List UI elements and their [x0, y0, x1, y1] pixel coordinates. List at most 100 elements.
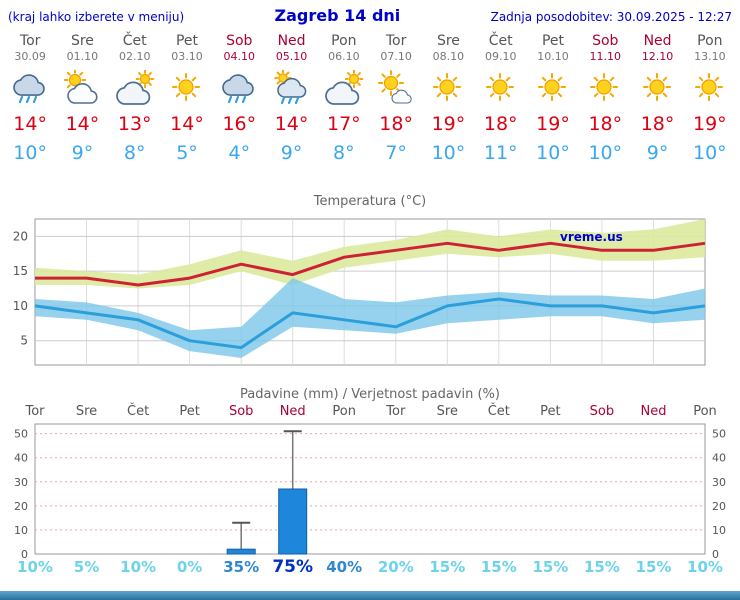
- precip-bar: [226, 548, 256, 555]
- sunny-icon: [694, 73, 723, 101]
- header: (kraj lahko izberete v meniju) Zagreb 14…: [0, 0, 740, 25]
- weather-icon: [318, 66, 370, 110]
- day-date: 09.10: [484, 50, 517, 63]
- precip-probability: 5%: [74, 558, 99, 576]
- temp-max: 18°: [379, 113, 413, 135]
- svg-text:10: 10: [13, 299, 28, 313]
- svg-text:Tor: Tor: [24, 404, 45, 419]
- sunny-icon: [537, 73, 566, 101]
- day-column: Čet 02.10 13° 8°: [109, 33, 161, 164]
- svg-text:Sre: Sre: [76, 404, 97, 419]
- svg-text:Ned: Ned: [641, 404, 667, 419]
- weather-icon: [265, 66, 317, 110]
- weather-icon: [475, 66, 527, 110]
- day-date: 08.10: [432, 50, 465, 63]
- rain-showers-icon: [273, 70, 306, 105]
- temp-min: 8°: [123, 142, 146, 164]
- precip-probability: 40%: [326, 558, 362, 576]
- partly-sunny-icon: [378, 70, 412, 104]
- svg-text:0: 0: [712, 548, 719, 561]
- svg-text:Sob: Sob: [229, 404, 253, 419]
- day-name: Pon: [331, 33, 357, 49]
- precip-probability: 0%: [177, 558, 202, 576]
- precip-probability: 15%: [481, 558, 517, 576]
- day-column: Pon 06.10 17° 8°: [318, 33, 370, 164]
- temp-min: 10°: [536, 142, 570, 164]
- sunny-icon: [485, 73, 514, 101]
- temp-max: 17°: [327, 113, 361, 135]
- rain-icon: [222, 74, 255, 104]
- weather-icon: [161, 66, 213, 110]
- temp-min: 5°: [176, 142, 198, 164]
- precip-bar: [278, 488, 308, 555]
- temp-min: 7°: [385, 142, 407, 164]
- location-menu-hint: (kraj lahko izberete v meniju): [8, 10, 185, 24]
- day-date: 01.10: [66, 50, 99, 63]
- day-date: 30.09: [14, 50, 46, 63]
- svg-text:30: 30: [14, 476, 28, 489]
- svg-text:20: 20: [13, 229, 28, 243]
- day-date: 12.10: [641, 50, 674, 63]
- weather-icon: [527, 66, 579, 110]
- mostly-cloudy-icon: [115, 70, 155, 105]
- day-date: 10.10: [537, 50, 569, 63]
- temp-max: 18°: [483, 113, 518, 135]
- svg-text:10: 10: [712, 524, 726, 537]
- svg-text:40: 40: [14, 452, 28, 465]
- weather-icon: [4, 66, 56, 110]
- svg-text:Pet: Pet: [540, 404, 560, 419]
- temp-max: 18°: [588, 113, 623, 135]
- svg-text:Sre: Sre: [437, 404, 458, 419]
- day-date: 06.10: [328, 50, 360, 63]
- svg-text:30: 30: [712, 476, 726, 489]
- day-column: Sre 01.10 14° 9°: [56, 33, 108, 164]
- day-column: Ned 12.10 18° 9°: [631, 33, 683, 164]
- svg-text:50: 50: [712, 428, 726, 441]
- svg-text:15: 15: [13, 264, 28, 278]
- precip-chart-title: Padavine (mm) / Verjetnost padavin (%): [240, 387, 500, 402]
- precip-probability: 15%: [584, 558, 620, 576]
- temp-max: 13°: [117, 113, 152, 135]
- partly-cloudy-icon: [64, 70, 99, 104]
- day-column: Pet 10.10 19° 10°: [527, 33, 579, 164]
- svg-text:40: 40: [712, 452, 726, 465]
- temp-max: 19°: [536, 113, 570, 135]
- day-name: Tor: [385, 33, 407, 49]
- svg-text:Sob: Sob: [590, 404, 614, 419]
- day-name: Pet: [175, 33, 199, 49]
- day-date: 02.10: [118, 50, 151, 63]
- temp-min: 10°: [13, 142, 47, 164]
- temp-max: 14°: [13, 113, 47, 135]
- day-name: Sob: [226, 33, 253, 49]
- svg-text:Pon: Pon: [693, 404, 717, 419]
- day-date: 04.10: [223, 50, 256, 63]
- svg-text:Čet: Čet: [127, 403, 149, 419]
- precip-probability: 15%: [429, 558, 465, 576]
- day-column: Tor 07.10 18° 7°: [370, 33, 422, 164]
- weather-icon: [56, 66, 108, 110]
- day-name: Čet: [122, 33, 147, 49]
- temp-max: 14°: [170, 113, 204, 135]
- precip-probability: 35%: [223, 558, 259, 576]
- weather-icon: [370, 66, 422, 110]
- day-date: 11.10: [589, 50, 622, 63]
- last-updated: Zadnja posodobitev: 30.09.2025 - 12:27: [490, 10, 732, 24]
- temp-min: 11°: [483, 142, 518, 164]
- temp-min: 10°: [693, 142, 727, 164]
- weather-icon: [579, 66, 631, 110]
- svg-text:Pon: Pon: [332, 404, 356, 419]
- day-column: Pon 13.10 19° 10°: [684, 33, 736, 164]
- forecast-strip: Tor 30.09 14° 10° Sre 01.10 14° 9° Čet 02.10 13° 8°…: [0, 33, 740, 164]
- temp-max: 14°: [274, 113, 309, 135]
- temp-max: 18°: [640, 113, 675, 135]
- day-name: Sre: [436, 33, 460, 49]
- svg-text:Tor: Tor: [385, 404, 406, 419]
- day-name: Tor: [19, 33, 41, 49]
- sunny-icon: [642, 73, 671, 101]
- svg-text:0: 0: [21, 548, 28, 561]
- day-date: 07.10: [380, 50, 412, 63]
- weather-icon: [109, 66, 161, 110]
- day-date: 03.10: [171, 50, 203, 63]
- rain-icon: [13, 74, 45, 104]
